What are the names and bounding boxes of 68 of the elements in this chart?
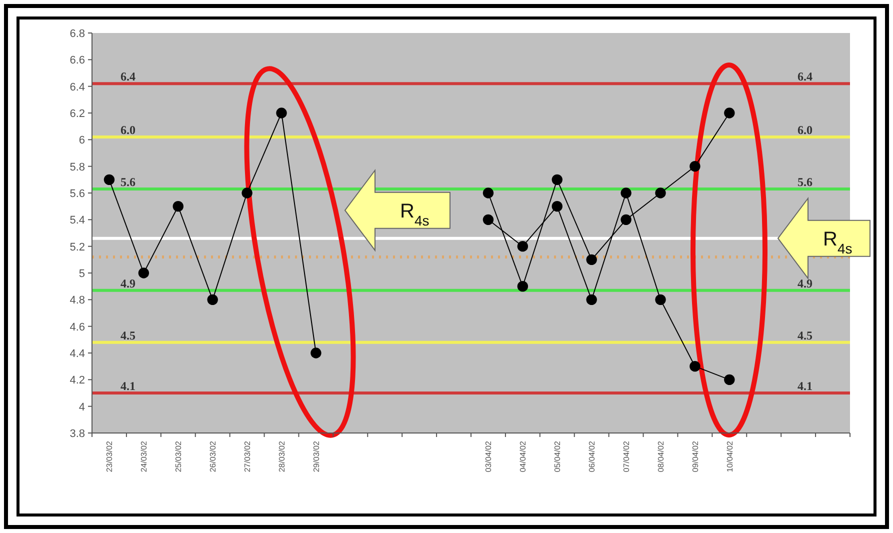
point [552,174,562,186]
x-tick-label: 04/04/02 [518,440,528,472]
text: 6.4 [798,70,812,84]
point [655,294,666,306]
point [310,348,322,358]
x-tick-label: 23/03/02 [105,440,114,472]
x-tick-label: 08/04/02 [656,440,666,472]
point [724,374,735,386]
text: 4.9 [798,276,812,290]
x-tick-label: 28/03/02 [278,440,286,472]
point [172,200,184,212]
point [552,200,562,212]
point [724,108,735,118]
point [620,214,632,226]
annotation: R$_{4s}$ [400,200,430,228]
ref-line-label: 4.1 [120,379,136,393]
y-tick-label: 4.6 [70,321,85,334]
x-tick-label: 10/04/02 [725,440,734,472]
y-tick-label: 5.8 [70,161,85,174]
y-tick-label: 6.4 [70,81,85,94]
y-tick-label: 4 [78,401,85,414]
text: 5.6 [798,175,812,189]
ref-line-label: 6.4 [120,70,136,84]
x-tick-label: 03/04/02 [484,440,494,472]
y-tick-label: 6 [78,134,85,147]
y-tick-label: 4.4 [70,348,85,360]
point [586,254,597,266]
point [586,294,597,306]
point [207,294,218,306]
annotation: R$_{4s}$ [823,228,852,256]
x-tick-label: 05/04/02 [553,440,562,472]
ref-line-label: 4.9 [120,276,136,290]
point [482,188,494,198]
y-tick-label: 6.6 [70,54,85,67]
point [620,188,632,198]
point [690,160,700,172]
x-tick-label: 26/03/02 [208,440,218,472]
y-tick-label: 6.8 [70,28,85,40]
x-tick-label: 09/04/02 [690,440,700,472]
y-tick-label: 3.8 [70,428,85,440]
x-tick-label: 27/03/02 [243,440,252,472]
ref-line-label: 6.0 [120,123,136,137]
x-tick-label: 06/04/02 [588,440,597,472]
text: 6.0 [798,123,812,137]
point [276,108,287,118]
point [104,174,115,186]
y-tick-label: 5 [78,268,85,280]
y-tick-label: 5.6 [70,188,85,200]
text: 4.5 [798,328,812,342]
text: 4.1 [798,379,812,393]
y-tick-label: 4.8 [70,294,85,307]
x-tick-label: 24/03/02 [140,440,149,472]
y-tick-label: 5.4 [70,214,85,227]
point [655,188,666,198]
point [517,280,528,292]
x-tick-label: 25/03/02 [174,440,184,472]
ref-line-label: 5.6 [120,175,136,189]
y-tick-label: 6.2 [70,108,85,120]
x-tick-label: 07/04/02 [622,440,632,472]
y-tick-label: 4.2 [70,374,85,387]
ref-line-label: 4.5 [120,328,136,342]
point [690,360,700,372]
x-tick-label: 29/03/02 [312,440,321,472]
point [242,188,252,198]
point [138,268,150,278]
y-tick-label: 5.2 [70,241,85,254]
point [482,214,494,226]
point [517,240,528,252]
